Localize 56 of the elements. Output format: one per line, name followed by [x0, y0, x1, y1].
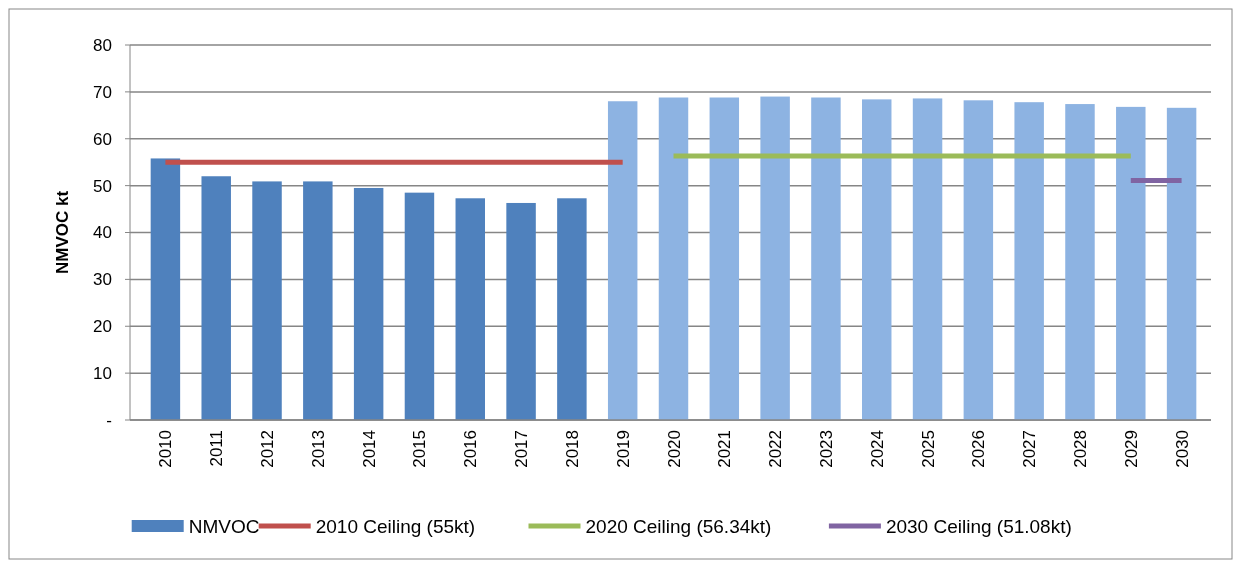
x-tick-label: 2019 [613, 430, 633, 468]
x-tick-label: 2030 [1172, 430, 1192, 468]
legend-label: 2010 Ceiling (55kt) [315, 515, 476, 537]
bar [1166, 107, 1197, 420]
bar [404, 192, 435, 420]
bar [1014, 102, 1044, 420]
bar [709, 97, 740, 420]
x-tick-label: 2029 [1121, 430, 1141, 468]
bar [912, 98, 943, 420]
bar [557, 198, 587, 420]
x-tick-label: 2024 [867, 430, 887, 468]
y-tick-label: 70 [93, 82, 112, 102]
y-tick-label: 60 [93, 129, 112, 149]
legend-label: 2030 Ceiling (51.08kt) [885, 515, 1072, 537]
y-tick-label: 50 [93, 176, 112, 196]
bar [303, 181, 333, 420]
bar [455, 198, 485, 420]
bar [607, 101, 638, 420]
y-tick-label: - [106, 410, 112, 430]
x-tick-label: 2021 [715, 430, 735, 468]
x-tick-label: 2016 [461, 430, 481, 468]
x-tick-label: 2026 [969, 430, 989, 468]
bar [201, 176, 231, 420]
x-tick-label: 2022 [766, 430, 786, 468]
y-axis-title: NMVOC kt [53, 190, 72, 275]
x-tick-label: 2010 [156, 430, 176, 468]
bar [760, 96, 790, 420]
legend-label: NMVOC [188, 515, 260, 537]
x-tick-label: 2028 [1070, 430, 1090, 468]
y-tick-label: 80 [93, 35, 112, 55]
x-tick-label: 2013 [308, 430, 328, 468]
x-tick-label: 2027 [1020, 430, 1040, 468]
legend-label: 2020 Ceiling (56.34kt) [585, 515, 772, 537]
bar [1116, 106, 1146, 420]
x-tick-label: 2014 [359, 430, 379, 468]
bar [862, 99, 892, 420]
bar [963, 100, 994, 420]
x-tick-label: 2018 [562, 430, 582, 468]
bar [150, 158, 181, 420]
bar [1065, 104, 1095, 420]
x-tick-label: 2011 [207, 430, 227, 467]
y-tick-label: 30 [93, 270, 112, 290]
y-tick-label: 10 [93, 364, 112, 384]
bar [506, 202, 536, 420]
x-tick-label: 2023 [816, 430, 836, 468]
y-tick-label: 20 [93, 317, 112, 337]
y-tick-label: 40 [93, 223, 112, 243]
bar [658, 97, 689, 420]
x-tick-label: 2017 [512, 430, 532, 468]
x-tick-label: 2015 [410, 430, 430, 468]
bar [252, 181, 282, 420]
x-tick-label: 2020 [664, 430, 684, 468]
bar [353, 187, 384, 420]
x-tick-label: 2025 [918, 430, 938, 468]
x-tick-label: 2012 [258, 430, 278, 468]
bar [811, 97, 841, 420]
